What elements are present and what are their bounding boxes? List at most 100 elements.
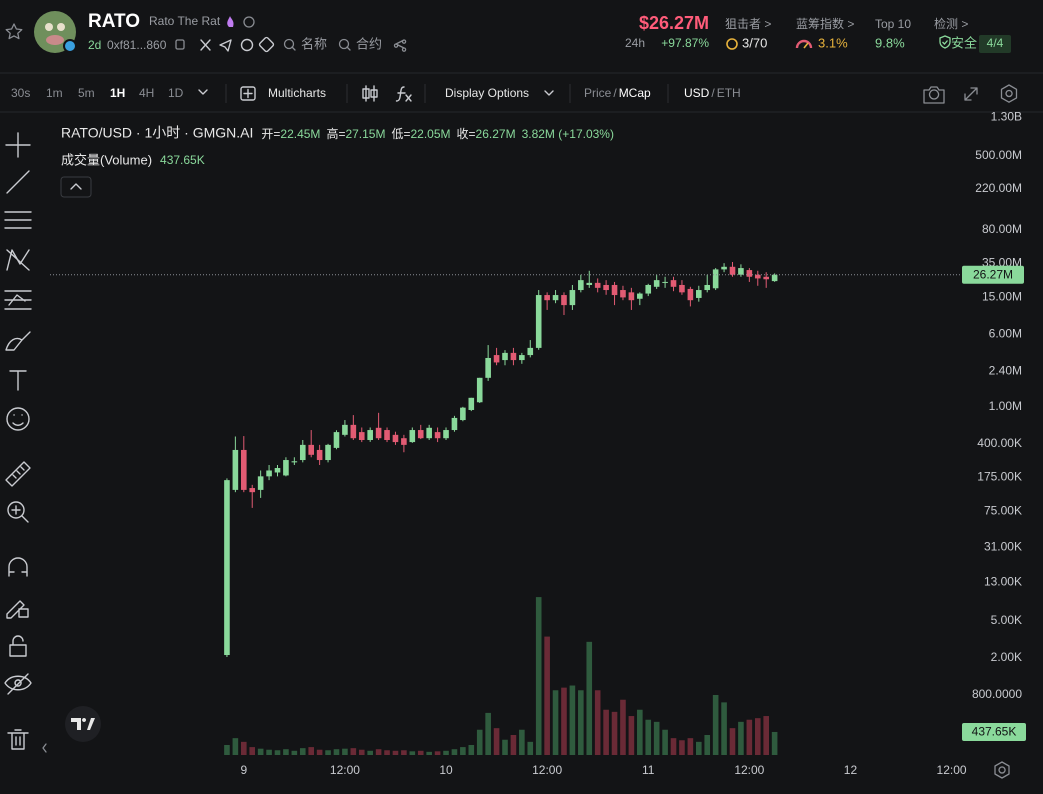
y-tick-label: 400.00K [977,436,1022,450]
stat-label[interactable]: 蓝筹指数 > [796,16,854,31]
collapse-arrow[interactable] [42,743,47,753]
volume-bar [316,749,323,755]
search-icon[interactable] [338,38,350,50]
crosshair-tool[interactable] [5,132,31,158]
candle-body [687,288,694,301]
multicharts-button[interactable]: Multicharts [268,86,326,100]
interval-menu-chevron[interactable] [198,89,208,95]
volume-bar [249,747,256,755]
eth-toggle[interactable]: ETH [717,86,741,100]
chart-icon[interactable] [240,38,254,52]
hide-tool[interactable] [4,673,32,695]
favorite-star[interactable] [5,23,23,40]
volume-bar [358,749,365,755]
projection-tool[interactable] [4,290,32,310]
multicharts-icon[interactable] [240,86,256,101]
candle-body [291,461,298,463]
x-tick-label: 10 [439,763,453,777]
zoom-tool[interactable] [7,501,25,519]
candle-body [232,449,239,490]
y-tick-label: 31.00K [984,539,1022,553]
search-contract[interactable]: 合约 [356,36,382,51]
x-icon[interactable] [200,39,211,51]
volume-bar [569,685,576,755]
telegram-icon[interactable] [219,39,232,52]
stat-value: 安全 [951,35,977,50]
fullscreen-icon[interactable] [964,87,978,101]
trendline-tool[interactable] [6,170,30,194]
volume-bar [460,747,466,755]
volume-bar [670,738,677,755]
interval-button[interactable]: 1D [168,86,184,100]
bluechip-gauge [795,39,813,49]
magnet-tool[interactable] [8,557,28,577]
lock-tool[interactable] [9,635,27,657]
candle-type-icon[interactable] [362,85,378,102]
candle-body [283,460,289,476]
volume-bar [763,716,770,755]
candle-body [316,449,323,461]
interval-button[interactable]: 5m [78,86,95,100]
emoji-tool[interactable] [6,407,30,431]
volume-bar [738,721,744,755]
stat-label[interactable]: 狙击者 > [725,17,771,31]
emoji-face [12,414,24,426]
candle-body [342,424,348,435]
candle-body [401,438,407,445]
interval-button[interactable]: 30s [11,86,30,100]
volume-bar [274,750,281,755]
text-tool[interactable] [9,370,27,391]
y-tick-label: 75.00K [984,504,1022,518]
interval-button[interactable]: 1H [110,86,125,100]
candle-body [224,480,230,656]
volume-bar [333,749,340,755]
tradingview-logo[interactable] [65,706,101,742]
volume-bar [451,749,458,755]
display-options-chevron[interactable] [544,90,554,96]
indicators-icon[interactable] [395,86,412,102]
y-tick-label: 500.00M [975,148,1022,162]
interval-button[interactable]: 4H [139,86,154,100]
legend-ohlc-label: 高= [326,126,345,141]
volume-bar [679,740,685,755]
y-tick-label: 175.00K [977,469,1022,483]
copy-icon[interactable] [175,39,185,50]
axis-settings-icon[interactable] [994,761,1010,779]
volume-bar [721,702,727,755]
volume-title: 成交量(Volume) [61,152,152,167]
mcap-toggle[interactable]: MCap [619,86,651,100]
settings-icon[interactable] [1000,84,1018,103]
y-tick-label: 2.00K [991,650,1022,664]
search-icon[interactable] [283,38,295,50]
delete-tool[interactable] [7,729,29,750]
pattern-tool[interactable] [6,249,30,271]
token-address: 0xf81...860 [107,38,167,52]
screenshot-icon[interactable] [923,86,945,104]
volume-bar [283,749,289,755]
fib-tool[interactable] [4,211,32,229]
volume-bar [224,745,230,755]
legend-collapse-button[interactable] [60,176,92,198]
volume-bar [611,711,618,755]
price-toggle[interactable]: Price [584,86,612,100]
lock-drawings-tool[interactable] [6,600,29,619]
stat-label[interactable]: Top 10 [875,17,911,31]
volume-bar [628,716,635,755]
brush-tool[interactable] [5,331,31,351]
token-icon[interactable] [258,36,275,53]
volume-bar [712,695,719,755]
interval-button[interactable]: 1m [46,86,63,100]
candle-body [460,407,466,421]
ruler-tool[interactable] [5,461,31,487]
avatar-eye [57,23,65,31]
volume-bar [519,729,525,755]
usd-toggle[interactable]: USD [684,86,710,100]
share-icon[interactable] [393,39,407,52]
legend-pair: RATO/USD · 1小时 · GMGN.AI [61,125,253,141]
safety-shield [939,35,951,49]
search-name[interactable]: 名称 [301,36,327,51]
volume-bar [704,735,711,755]
stat-label[interactable]: 检测 > [934,16,968,31]
display-options-button[interactable]: Display Options [445,86,529,100]
